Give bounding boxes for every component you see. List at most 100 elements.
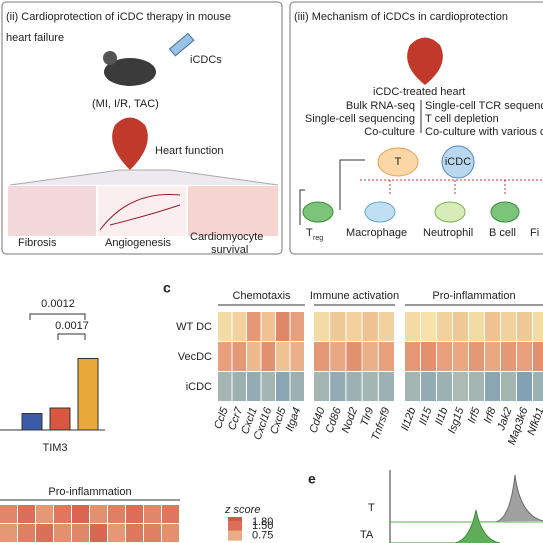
heatmap-cell — [247, 372, 261, 401]
heatmap-cell — [290, 372, 304, 401]
heatmap-cell — [144, 505, 161, 523]
inhibition — [360, 179, 543, 195]
column-label: Il12b — [399, 406, 418, 433]
row-label: TA — [360, 529, 374, 541]
heatmap-cell — [330, 342, 346, 371]
mouse-ear — [103, 51, 117, 65]
vessels — [99, 193, 181, 231]
bracket — [29, 313, 86, 340]
inset — [188, 186, 278, 236]
heatmap-cell — [378, 372, 394, 401]
bar — [21, 413, 43, 431]
group-label: Pro-inflammation — [432, 290, 515, 302]
heatmap-cell — [218, 372, 232, 401]
label: T — [306, 227, 313, 239]
heatmap-cell — [405, 312, 420, 341]
heatmap-cell — [469, 342, 484, 371]
row-label: WT DC — [176, 321, 212, 333]
mouse — [104, 58, 156, 86]
legend-tick: 1.50 — [252, 520, 273, 532]
heatmap-cell — [533, 342, 543, 371]
label: Fibrosis — [18, 237, 57, 249]
row-label: iCDC — [186, 381, 212, 393]
legend-swatch — [228, 530, 242, 541]
heatmap-cell — [261, 372, 275, 401]
cell — [302, 201, 334, 223]
heatmap-cell — [437, 312, 452, 341]
heatmap-cell — [405, 372, 420, 401]
inset — [98, 186, 186, 236]
label: Macrophage — [346, 227, 407, 239]
inset — [8, 186, 96, 236]
heatmap-cell — [276, 372, 290, 401]
heatmap-cell — [218, 312, 232, 341]
cell — [434, 201, 466, 223]
heatmap-cell — [485, 312, 500, 341]
label: Heart function — [155, 145, 223, 157]
group-label: Chemotaxis — [232, 290, 291, 302]
heatmap-cell — [36, 505, 53, 523]
heatmap-cell — [421, 372, 436, 401]
heatmap-cell — [437, 342, 452, 371]
heatmap-cell — [126, 505, 143, 523]
column-label: Irf8 — [482, 405, 499, 425]
heatmap-cell — [232, 372, 246, 401]
method: Co-culture with various c — [425, 126, 543, 138]
heatmap-cell — [261, 342, 275, 371]
label: T — [395, 156, 402, 168]
heatmap-cell — [485, 372, 500, 401]
heatmap-cell — [54, 524, 71, 542]
heatmap-cell — [247, 342, 261, 371]
label: iCDCs — [190, 54, 222, 66]
heatmap-cell — [421, 312, 436, 341]
heatmap-cell — [90, 505, 107, 523]
panel-letter: c — [163, 280, 171, 296]
heatmap-cell — [362, 342, 378, 371]
heatmap-cell — [330, 372, 346, 401]
row-label: VecDC — [178, 351, 212, 363]
heatmap-cell — [18, 505, 35, 523]
heatmap-cell — [517, 372, 532, 401]
label: iCDC — [445, 156, 471, 168]
panel-ii-border — [1, 1, 283, 255]
column-label: Irf5 — [466, 405, 483, 425]
arrow — [299, 159, 365, 225]
panel-iii-border — [289, 1, 543, 255]
icdc-cell — [441, 145, 475, 179]
heatmap-cell — [533, 372, 543, 401]
method: Co-culture — [364, 126, 415, 138]
heatmap-cell — [108, 524, 125, 542]
label: Cardiomyocyte — [190, 231, 263, 243]
heatmap-cell — [108, 505, 125, 523]
heatmap-cell — [469, 312, 484, 341]
heatmap-cell — [346, 312, 362, 341]
method: Single-cell TCR sequenc — [425, 100, 543, 112]
heatmap-cell — [501, 372, 516, 401]
heatmap-cell — [501, 312, 516, 341]
heatmap-cell — [378, 342, 394, 371]
heatmap-cell — [437, 372, 452, 401]
p-value: 0.0017 — [55, 320, 89, 332]
heatmap-cell — [469, 372, 484, 401]
label: (MI, I/R, TAC) — [92, 98, 159, 110]
heatmap-cell — [362, 312, 378, 341]
method: Bulk RNA-seq — [346, 100, 415, 112]
heatmap-cell — [453, 372, 468, 401]
density — [390, 509, 501, 543]
heatmap-cell — [346, 342, 362, 371]
heatmap-cell — [346, 372, 362, 401]
title: (ii) Cardioprotection of iCDC therapy in… — [6, 11, 231, 23]
syringe — [168, 32, 195, 57]
heatmap-cell — [453, 312, 468, 341]
heatmap-cell — [232, 312, 246, 341]
title: heart failure — [6, 32, 64, 44]
heatmap-cell — [517, 342, 532, 371]
heatmap-cell — [162, 524, 179, 542]
heatmap-cell — [162, 505, 179, 523]
heatmap-cell — [314, 342, 330, 371]
zoom — [9, 169, 279, 186]
p-value: 0.0012 — [41, 298, 75, 310]
heatmap-cell — [247, 312, 261, 341]
